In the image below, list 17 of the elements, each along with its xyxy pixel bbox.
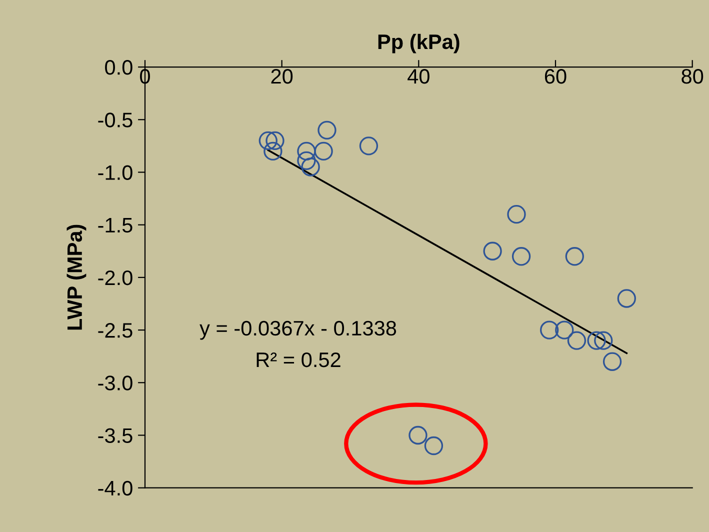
annotation: R² = 0.52 [256,352,340,368]
x-tick-label: 60 [544,68,566,84]
x-tick-label: 40 [408,68,430,84]
y-tick-label: -1.0 [98,165,132,180]
y-tick-label: -2.0 [98,270,132,286]
x-axis-title: Pp (kPa) [378,34,460,54]
y-axis-title: LWP (MPa) [66,224,86,330]
y-tick-label: -2.5 [98,323,132,338]
y-tick-label: -4.0 [98,480,132,496]
x-tick-label: 20 [271,68,293,84]
y-tick-label: 0.0 [105,60,132,75]
y-tick-label: -0.5 [98,112,132,128]
y-tick-label: -3.5 [98,428,132,443]
y-tick-label: -1.5 [98,218,132,233]
y-tick-label: -3.0 [98,376,132,390]
x-tick-label: 80 [682,68,704,84]
annotation: y = -0.0367x - 0.1338 [200,320,396,340]
